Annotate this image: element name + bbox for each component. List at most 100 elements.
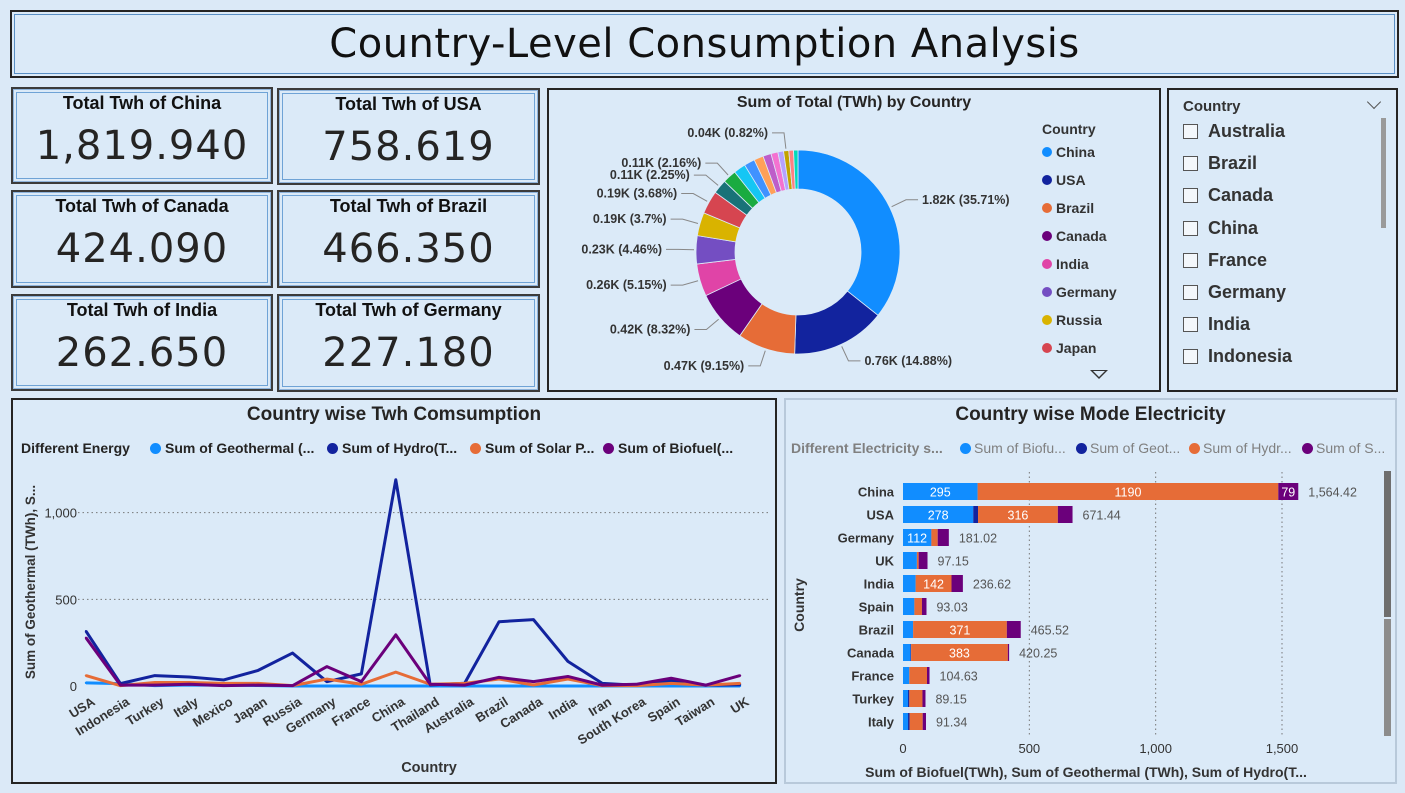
bar-segment[interactable] (951, 575, 963, 592)
bar-segment[interactable] (973, 506, 979, 523)
bar-segment[interactable] (913, 621, 1007, 638)
series-line[interactable] (84, 478, 741, 687)
data-point[interactable] (669, 679, 673, 682)
slicer-scrollbar[interactable] (1381, 118, 1386, 228)
country-slicer[interactable]: Country Australia Brazil Canada China France… (1167, 88, 1398, 392)
chevron-down-icon[interactable] (1366, 94, 1382, 110)
legend-item-japan[interactable]: Japan (1042, 340, 1096, 356)
data-point[interactable] (566, 675, 570, 678)
data-point[interactable] (360, 680, 363, 683)
bar-segment[interactable] (903, 575, 916, 592)
data-point[interactable] (394, 633, 397, 637)
data-point[interactable] (601, 683, 604, 687)
slicer-item-indonesia[interactable]: Indonesia (1183, 346, 1292, 367)
bar-chart-svg[interactable]: 0 500 1,000 1,500 Country Sum of Biofuel(TWh)… (786, 400, 1395, 782)
data-point[interactable] (84, 674, 88, 677)
data-point[interactable] (325, 677, 329, 681)
checkbox[interactable] (1183, 285, 1198, 300)
data-point[interactable] (669, 682, 673, 685)
data-point[interactable] (188, 675, 191, 679)
bar-legend-item[interactable]: Sum of S... (1302, 440, 1385, 456)
checkbox[interactable] (1183, 188, 1198, 203)
data-point[interactable] (84, 630, 88, 633)
bar-segment[interactable] (903, 621, 914, 638)
bar-segment[interactable] (921, 598, 927, 615)
data-point[interactable] (256, 683, 260, 687)
bar-segment[interactable] (903, 552, 917, 569)
data-point[interactable] (291, 684, 294, 687)
data-point[interactable] (153, 674, 157, 677)
data-point[interactable] (635, 683, 638, 686)
bar-segment[interactable] (903, 598, 915, 615)
bar-legend-item[interactable]: Sum of Biofu... (960, 440, 1066, 456)
legend-item-india[interactable]: India (1042, 256, 1089, 272)
data-point[interactable] (566, 684, 570, 688)
bar-segment[interactable] (903, 644, 911, 661)
bar-segment[interactable] (908, 713, 910, 730)
data-point[interactable] (222, 684, 225, 687)
data-point[interactable] (325, 680, 329, 683)
bar-legend-item[interactable]: Sum of Geot... (1076, 440, 1180, 456)
data-point[interactable] (497, 684, 501, 688)
donut-slice-china[interactable] (797, 149, 901, 316)
slicer-item-australia[interactable]: Australia (1183, 121, 1285, 142)
bar-scrollbar-track[interactable] (1384, 619, 1391, 736)
line-legend-item[interactable]: Sum of Geothermal (... (150, 440, 314, 456)
data-point[interactable] (497, 620, 501, 623)
bar-segment[interactable] (918, 552, 928, 569)
slicer-item-germany[interactable]: Germany (1183, 282, 1286, 303)
bar-segment[interactable] (909, 690, 923, 707)
data-point[interactable] (325, 665, 329, 668)
bar-segment[interactable] (937, 529, 949, 546)
data-point[interactable] (222, 682, 225, 685)
data-point[interactable] (256, 669, 260, 672)
bar-segment[interactable] (911, 644, 1008, 661)
data-point[interactable] (153, 683, 157, 687)
legend-item-russia[interactable]: Russia (1042, 312, 1102, 328)
data-point[interactable] (463, 683, 466, 687)
slicer-item-brazil[interactable]: Brazil (1183, 153, 1257, 174)
bar-chart-panel[interactable]: Country wise Mode Electricity Different … (784, 398, 1397, 784)
data-point[interactable] (394, 478, 397, 481)
data-point[interactable] (497, 676, 501, 679)
data-point[interactable] (738, 674, 742, 677)
data-point[interactable] (188, 683, 191, 686)
bar-segment[interactable] (914, 598, 922, 615)
data-point[interactable] (84, 681, 88, 685)
bar-segment[interactable] (1057, 506, 1073, 523)
data-point[interactable] (566, 660, 570, 663)
kpi-card-china[interactable]: Total Twh of China 1,819.940 (11, 87, 273, 184)
checkbox[interactable] (1183, 221, 1198, 236)
data-point[interactable] (325, 684, 329, 688)
checkbox[interactable] (1183, 349, 1198, 364)
slicer-item-india[interactable]: India (1183, 314, 1250, 335)
data-point[interactable] (360, 672, 363, 676)
bar-segment[interactable] (978, 506, 1058, 523)
slicer-item-china[interactable]: China (1183, 218, 1258, 239)
bar-segment[interactable] (915, 575, 952, 592)
data-point[interactable] (394, 670, 397, 674)
legend-item-usa[interactable]: USA (1042, 172, 1086, 188)
data-point[interactable] (532, 618, 535, 621)
bar-segment[interactable] (1007, 644, 1010, 661)
bar-segment[interactable] (922, 713, 926, 730)
bar-segment[interactable] (909, 667, 928, 684)
data-point[interactable] (669, 677, 673, 680)
bar-segment[interactable] (903, 690, 909, 707)
line-chart-panel[interactable]: Country wise Twh Comsumption Different E… (11, 398, 777, 784)
data-point[interactable] (532, 680, 535, 683)
line-legend-item[interactable]: Sum of Biofuel(... (603, 440, 733, 456)
donut-slice[interactable] (793, 149, 799, 190)
legend-item-brazil[interactable]: Brazil (1042, 200, 1094, 216)
legend-item-china[interactable]: China (1042, 144, 1095, 160)
data-point[interactable] (532, 683, 535, 687)
bar-segment[interactable] (903, 529, 932, 546)
checkbox[interactable] (1183, 156, 1198, 171)
bar-segment[interactable] (1278, 483, 1299, 500)
kpi-card-germany[interactable]: Total Twh of Germany 227.180 (277, 294, 540, 392)
checkbox[interactable] (1183, 317, 1198, 332)
kpi-card-usa[interactable]: Total Twh of USA 758.619 (277, 88, 540, 185)
data-point[interactable] (566, 677, 570, 681)
data-point[interactable] (222, 678, 225, 682)
